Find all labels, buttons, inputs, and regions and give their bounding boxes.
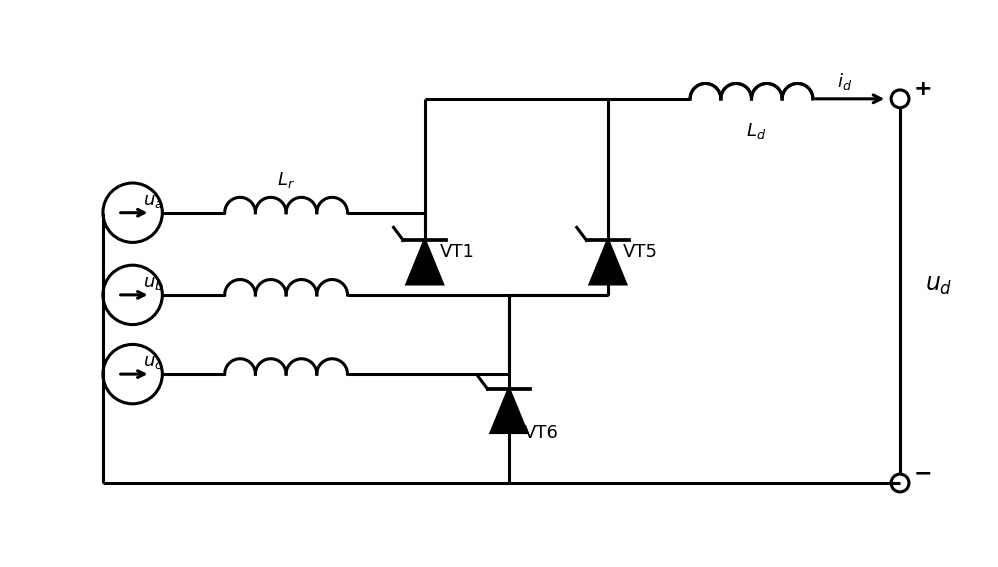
Text: VT5: VT5 xyxy=(623,243,658,261)
Text: VT6: VT6 xyxy=(524,425,559,442)
Text: $i_d$: $i_d$ xyxy=(837,71,852,92)
Polygon shape xyxy=(407,240,442,284)
Text: −: − xyxy=(914,463,932,483)
Text: +: + xyxy=(914,79,932,99)
Text: $L_d$: $L_d$ xyxy=(747,121,766,141)
Text: $u_c$: $u_c$ xyxy=(143,353,163,371)
Text: $u_a$: $u_a$ xyxy=(143,192,163,210)
Polygon shape xyxy=(491,389,527,433)
Text: $u_b$: $u_b$ xyxy=(143,274,164,292)
Text: $L_r$: $L_r$ xyxy=(277,170,295,190)
Text: $u_d$: $u_d$ xyxy=(925,274,952,297)
Polygon shape xyxy=(590,240,626,284)
Text: VT1: VT1 xyxy=(439,243,474,261)
